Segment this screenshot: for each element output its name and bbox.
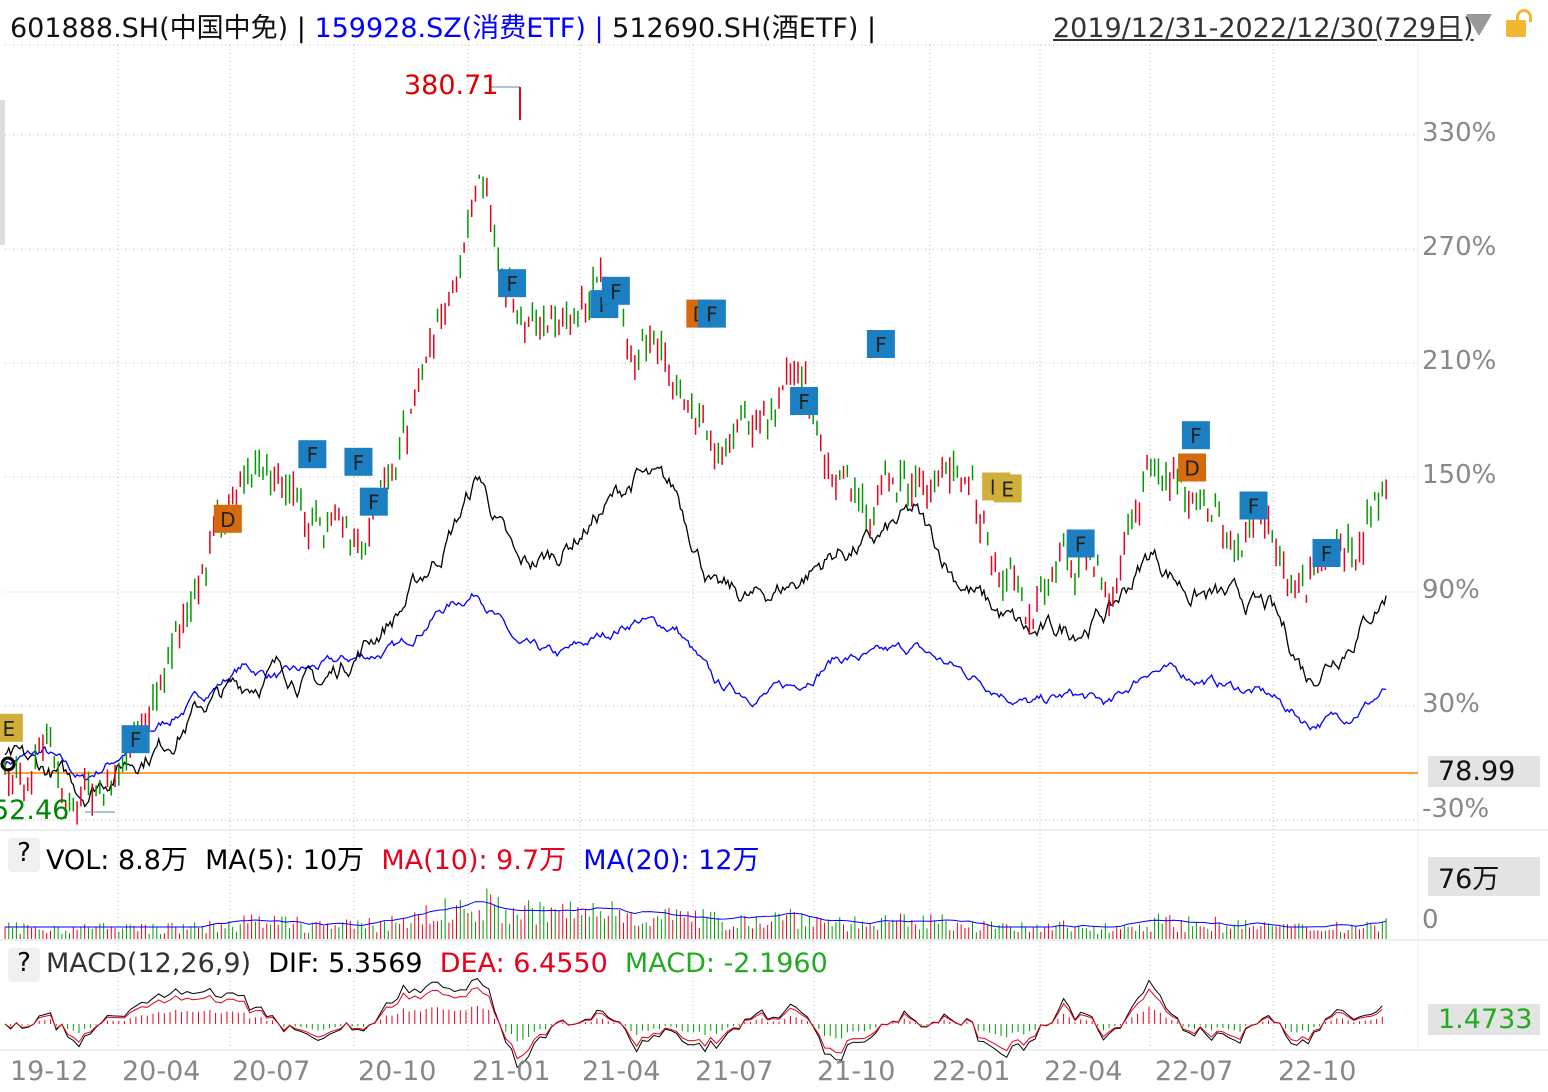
marker-label: F — [368, 491, 380, 515]
x-tick: 21-04 — [582, 1056, 661, 1087]
marker-F — [344, 447, 373, 476]
marker-label: F — [353, 451, 365, 475]
vol-ma10: MA(10): 9.7万 — [381, 845, 567, 876]
marker-F — [298, 440, 327, 469]
marker-label: D — [220, 508, 235, 532]
marker-F — [1312, 539, 1341, 567]
macd-legend: MACD(12,26,9) DIF: 5.3569 DEA: 6.4550 MA… — [46, 948, 828, 979]
vol-legend: VOL: 8.8万 MA(5): 10万 MA(10): 9.7万 MA(20)… — [46, 838, 760, 877]
x-tick: 21-07 — [695, 1056, 774, 1087]
chart-title: 601888.SH(中国中免) | 159928.SZ(消费ETF) | 512… — [10, 6, 876, 45]
marker-F — [790, 387, 819, 415]
marker-F — [359, 487, 388, 516]
scroll-handle[interactable] — [0, 100, 5, 245]
x-tick: 20-10 — [358, 1056, 437, 1087]
vol-zero-tick: 0 — [1422, 905, 1439, 935]
marker-label: F — [1190, 424, 1202, 448]
marker-F — [697, 299, 726, 328]
x-tick: 22-10 — [1278, 1056, 1357, 1087]
vol-help-button[interactable]: ? — [8, 838, 40, 872]
x-tick: 22-01 — [932, 1056, 1011, 1087]
x-tick: 22-07 — [1155, 1056, 1234, 1087]
y-tick: 270% — [1422, 232, 1497, 262]
marker-F — [1239, 491, 1268, 520]
series-line-512690 — [4, 465, 1387, 808]
macd-dif-line — [4, 978, 1383, 1069]
marker-F — [1181, 421, 1210, 450]
marker-label: F — [1321, 542, 1333, 566]
marker-D — [213, 504, 242, 533]
sep: | — [288, 13, 315, 44]
symbol-601888[interactable]: 601888.SH(中国中免) — [10, 13, 289, 44]
marker-label: F — [610, 280, 622, 304]
dropdown-triangle-icon[interactable] — [1466, 14, 1492, 36]
y-tick: 90% — [1422, 575, 1480, 605]
x-tick: 22-04 — [1044, 1056, 1123, 1087]
symbol-512690[interactable]: 512690.SH(酒ETF) — [612, 13, 859, 44]
macd-value: MACD: -2.1960 — [624, 948, 828, 979]
marker-E — [993, 474, 1022, 503]
unlock-icon[interactable] — [1506, 9, 1532, 37]
marker-label: F — [875, 333, 887, 357]
macd-name: MACD(12,26,9) — [46, 948, 252, 979]
marker-label: F — [599, 293, 611, 317]
series-line-159928 — [4, 592, 1387, 781]
marker-label: D — [1184, 457, 1199, 481]
sep: | — [858, 13, 877, 44]
y-tick: 330% — [1422, 118, 1497, 148]
marker-F — [498, 269, 527, 298]
x-tick: 19-12 — [10, 1056, 89, 1087]
marker-label: F — [798, 390, 810, 414]
marker-label: F — [130, 728, 142, 752]
macd-help-button[interactable]: ? — [8, 948, 40, 982]
vol-ma20: MA(20): 12万 — [583, 845, 760, 876]
marker-F — [1066, 529, 1095, 558]
base-price-label: 78.99 — [1428, 756, 1540, 787]
marker-F — [866, 330, 895, 358]
high-label: 380.71 — [404, 70, 499, 101]
macd-last-label: 1.4733 — [1428, 1004, 1540, 1035]
vol-ma20-line — [5, 901, 1387, 928]
x-tick: 21-10 — [817, 1056, 896, 1087]
start-handle-icon[interactable] — [0, 756, 16, 772]
x-tick: 20-07 — [232, 1056, 311, 1087]
sep: | — [585, 13, 613, 44]
marker-label: E — [1001, 477, 1014, 501]
y-tick: 30% — [1422, 689, 1480, 719]
vol-ma5: MA(5): 10万 — [205, 845, 365, 876]
macd-dea-line — [4, 987, 1383, 1060]
macd-dea: DEA: 6.4550 — [439, 948, 608, 979]
marker-label: E — [3, 717, 16, 741]
low-label: 52.46 — [0, 795, 70, 826]
marker-label: F — [307, 443, 319, 467]
marker-label: F — [1075, 533, 1087, 557]
marker-F — [601, 276, 630, 305]
symbol-159928[interactable]: 159928.SZ(消费ETF) — [314, 13, 586, 44]
x-tick: 21-01 — [472, 1056, 551, 1087]
macd-dif: DIF: 5.3569 — [268, 948, 423, 979]
marker-label: F — [706, 303, 718, 327]
vol-last-label: 76万 — [1428, 857, 1540, 896]
marker-label: F — [1248, 495, 1260, 519]
vol-value: VOL: 8.8万 — [46, 845, 188, 876]
y-tick: -30% — [1422, 794, 1490, 824]
y-tick: 210% — [1422, 346, 1497, 376]
marker-F — [121, 725, 150, 754]
marker-E — [0, 713, 23, 742]
y-tick: 150% — [1422, 460, 1497, 490]
date-range-selector[interactable]: 2019/12/31-2022/12/30(729日) — [1053, 13, 1474, 44]
marker-D — [1178, 453, 1207, 482]
x-tick: 20-04 — [122, 1056, 201, 1087]
marker-label: F — [506, 272, 518, 296]
